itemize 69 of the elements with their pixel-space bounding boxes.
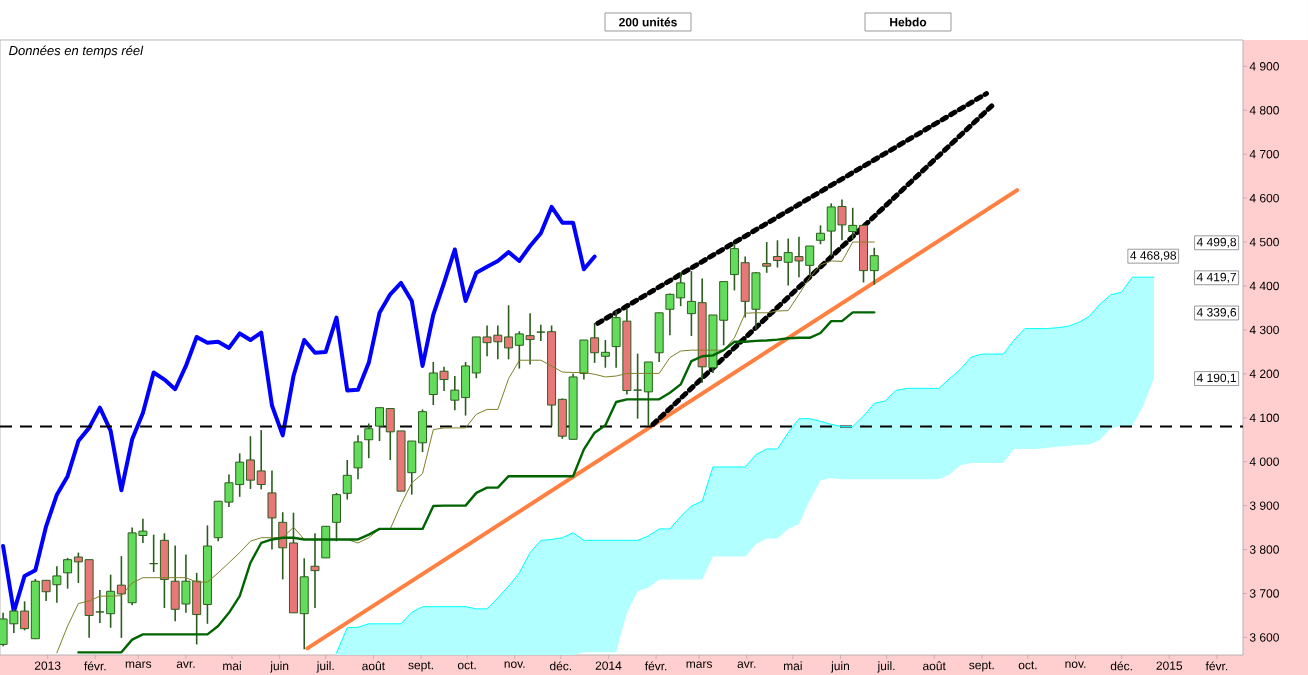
x-tick-label: avr. (176, 661, 195, 668)
x-tick-label: mai (783, 661, 802, 671)
annotation: Données en temps réel (9, 45, 144, 58)
candlestick (686, 270, 696, 337)
y-tick-label: 3 800 (1249, 545, 1279, 554)
candlestick (256, 429, 266, 491)
x-tick-label: déc. (1110, 661, 1132, 671)
x-tick-label: févr. (84, 661, 106, 671)
candlestick (106, 573, 116, 629)
y-tick-label: 3 600 (1249, 633, 1279, 642)
annotation: 4 339,6 (1196, 308, 1237, 318)
candlestick (504, 304, 514, 361)
candlestick (245, 435, 255, 490)
annotation: 4 419,7 (1196, 272, 1236, 283)
x-tick-label: mars (125, 661, 152, 668)
x-tick-label: sept. (408, 661, 433, 672)
y-tick-label: 4 200 (1249, 369, 1279, 379)
candlestick (20, 600, 30, 632)
x-tick-label: févr. (644, 661, 667, 671)
x-tick-label: juil. (877, 661, 895, 673)
x-tick-label: juin (830, 661, 850, 673)
y-tick-label: 4 100 (1249, 413, 1279, 423)
text: Hebdo (890, 17, 927, 27)
candlestick (815, 224, 825, 246)
candlestick (633, 352, 643, 420)
candlestick (95, 589, 105, 624)
y-tick-label: 3 700 (1249, 589, 1279, 598)
x-tick-label: nov. (504, 661, 525, 668)
x-tick-label: oct. (1018, 661, 1037, 670)
x-tick-label: avr. (737, 661, 756, 668)
x-tick-label: 2014 (595, 661, 622, 670)
x-tick-label: mai (223, 661, 241, 671)
x-tick-label: déc. (549, 661, 572, 671)
x-tick-label: oct. (457, 661, 476, 670)
candlestick (772, 239, 782, 269)
y-tick-label: 4 500 (1249, 237, 1279, 247)
candlestick (869, 246, 879, 286)
candlestick (600, 339, 610, 369)
y-tick-label: 4 800 (1249, 106, 1279, 115)
y-tick-label: 4 900 (1249, 62, 1279, 71)
candlestick (63, 557, 73, 590)
x-tick-label: sept. (969, 661, 994, 672)
candlestick (450, 375, 460, 412)
x-tick-label: févr. (1205, 661, 1228, 671)
x-tick-label: août (362, 661, 385, 671)
y-tick-label: 4 000 (1249, 457, 1279, 466)
candlestick (342, 459, 352, 501)
y-tick-label: 3 900 (1249, 501, 1279, 510)
x-tick-label: mars (686, 661, 713, 668)
candlestick (364, 422, 374, 459)
y-tick-label: 4 300 (1249, 325, 1279, 335)
candlestick (536, 323, 546, 342)
x-tick-label: juil. (316, 661, 334, 673)
candlestick (310, 532, 320, 609)
x-tick-label: 2015 (1156, 661, 1183, 670)
x-tick-label: 2013 (34, 661, 61, 670)
y-tick-label: 4 400 (1249, 281, 1279, 291)
x-tick-label: juin (270, 661, 289, 673)
annotation: 4 499,8 (1196, 237, 1237, 248)
candlestick (116, 555, 126, 639)
x-tick-label: août (923, 661, 946, 671)
annotation: 4 190,1 (1196, 373, 1236, 384)
candlestick (762, 241, 772, 274)
text: 200 unités (619, 17, 677, 27)
annotation: 4 468,98 (1130, 251, 1177, 262)
candlestick (375, 406, 385, 442)
y-tick-label: 4 700 (1249, 149, 1279, 159)
x-tick-label: nov. (1065, 661, 1086, 668)
y-tick-label: 4 600 (1249, 193, 1279, 203)
